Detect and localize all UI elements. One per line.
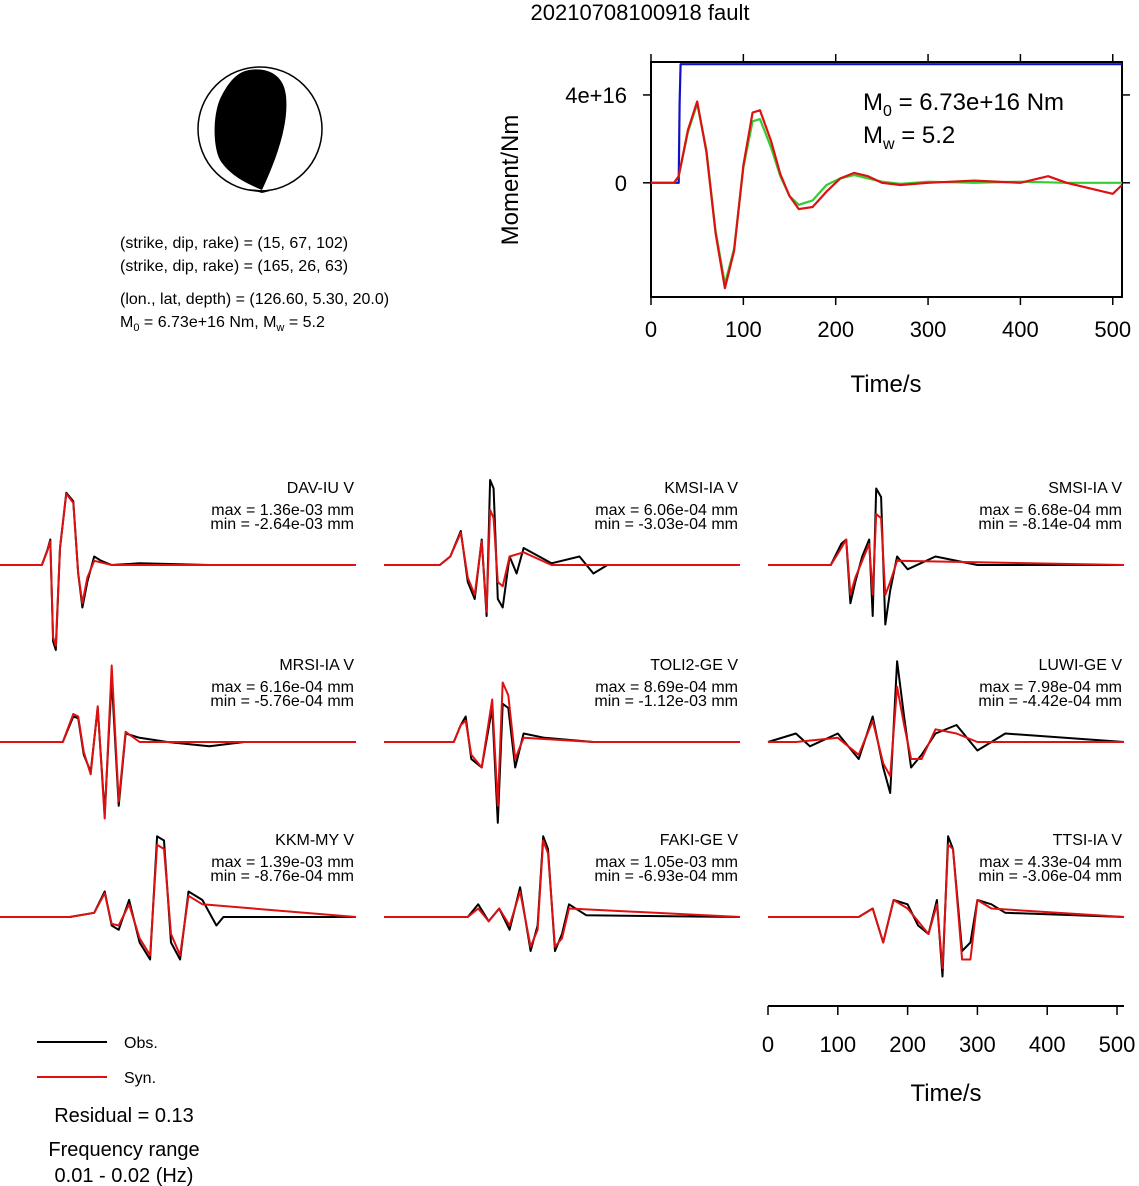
- waveform-xtick-label: 500: [1099, 1032, 1136, 1057]
- station-name: KKM-MY V: [275, 832, 354, 849]
- moment-xtick-label: 100: [725, 317, 762, 342]
- mechanism-plane1: (strike, dip, rake) = (15, 67, 102): [120, 235, 348, 252]
- station-min: min = -2.64e-03 mm: [210, 516, 354, 533]
- station-min: min = -3.03e-04 mm: [594, 516, 738, 533]
- beach-ball-compression: [214, 69, 287, 190]
- station-name: TTSI-IA V: [1053, 832, 1123, 849]
- observed-trace: [384, 702, 740, 824]
- moment-rate-green-line: [651, 102, 1122, 285]
- waveform-xtick-label: 0: [762, 1032, 774, 1057]
- synthetic-trace: [384, 508, 740, 613]
- moment-ylabel: Moment/Nm: [497, 115, 524, 246]
- station-name: LUWI-GE V: [1038, 657, 1122, 674]
- moment-m0-annotation: M0 = 6.73e+16 Nm: [863, 89, 1064, 120]
- synthetic-trace: [0, 664, 356, 820]
- station-max: max = 6.68e-04 mm: [979, 502, 1122, 519]
- frequency-value: 0.01 - 0.02 (Hz): [55, 1165, 194, 1186]
- station-max: max = 8.69e-04 mm: [595, 679, 738, 696]
- waveform-xtick-label: 300: [959, 1032, 996, 1057]
- moment-xtick-label: 400: [1002, 317, 1039, 342]
- station-max: max = 6.16e-04 mm: [211, 679, 354, 696]
- synthetic-trace: [0, 843, 357, 957]
- moment-rate-red-line: [651, 100, 1123, 290]
- station-name: KMSI-IA V: [664, 480, 738, 497]
- station-name: DAV-IU V: [287, 480, 355, 497]
- station-max: max = 4.33e-04 mm: [979, 854, 1122, 871]
- station-name: MRSI-IA V: [279, 657, 354, 674]
- moment-plot: M0 = 6.73e+16 Nm Mw = 5.2 Moment/Nm Time…: [497, 54, 1131, 398]
- station-max: max = 1.39e-03 mm: [211, 854, 354, 871]
- mechanism-moment: M0 = 6.73e+16 Nm, Mw = 5.2: [120, 314, 325, 334]
- synthetic-trace: [768, 685, 1124, 777]
- moment-xtick-label: 200: [817, 317, 854, 342]
- observed-trace: [384, 479, 740, 617]
- synthetic-trace: [768, 843, 1125, 969]
- legend: Obs. Syn.: [37, 1035, 158, 1087]
- waveform-time-axis: Time/s 0 100 200 300 400 500: [762, 1005, 1136, 1107]
- moment-xtick-label: 500: [1094, 317, 1131, 342]
- station-min: min = -4.42e-04 mm: [978, 693, 1122, 710]
- mechanism-location: (lon., lat, depth) = (126.60, 5.30, 20.0…: [120, 291, 389, 308]
- moment-xlabel: Time/s: [850, 371, 921, 398]
- residual-text: Residual = 0.13: [54, 1105, 194, 1127]
- mechanism-plane2: (strike, dip, rake) = (165, 26, 63): [120, 258, 348, 275]
- moment-xtick-label: 300: [910, 317, 947, 342]
- moment-plot-frame: [650, 61, 1123, 298]
- waveform-xtick-label: 400: [1029, 1032, 1066, 1057]
- legend-syn-label: Syn.: [124, 1070, 156, 1087]
- frequency-title: Frequency range: [48, 1139, 199, 1161]
- station-name: TOLI2-GE V: [650, 657, 738, 674]
- waveform-xlabel: Time/s: [910, 1080, 981, 1107]
- synthetic-trace: [768, 513, 1125, 596]
- station-name: FAKI-GE V: [660, 832, 739, 849]
- moment-ytick-label: 0: [615, 171, 627, 196]
- station-min: min = -8.14e-04 mm: [978, 516, 1122, 533]
- figure-title: 20210708100918 fault: [531, 0, 750, 25]
- moment-xtick-label: 0: [645, 317, 657, 342]
- station-min: min = -6.93e-04 mm: [594, 868, 738, 885]
- beach-ball: [197, 66, 323, 193]
- synthetic-trace: [384, 681, 740, 807]
- waveform-xtick-label: 200: [889, 1032, 926, 1057]
- station-min: min = -3.06e-04 mm: [978, 868, 1122, 885]
- station-min: min = -5.76e-04 mm: [210, 693, 354, 710]
- station-max: max = 7.98e-04 mm: [979, 679, 1122, 696]
- station-max: max = 6.06e-04 mm: [595, 502, 738, 519]
- synthetic-trace: [384, 839, 741, 948]
- moment-cumulative-line: [651, 63, 1122, 184]
- station-max: max = 1.05e-03 mm: [595, 854, 738, 871]
- station-name: SMSI-IA V: [1048, 480, 1122, 497]
- beach-ball-compression-tip: [248, 189, 270, 193]
- station-min: min = -8.76e-04 mm: [210, 868, 354, 885]
- station-min: min = -1.12e-03 mm: [594, 693, 738, 710]
- moment-ytick-label: 4e+16: [565, 83, 627, 108]
- synthetic-trace: [0, 492, 356, 647]
- legend-obs-label: Obs.: [124, 1035, 158, 1052]
- moment-mw-annotation: Mw = 5.2: [863, 122, 955, 153]
- waveform-xtick-label: 100: [819, 1032, 856, 1057]
- station-max: max = 1.36e-03 mm: [211, 502, 354, 519]
